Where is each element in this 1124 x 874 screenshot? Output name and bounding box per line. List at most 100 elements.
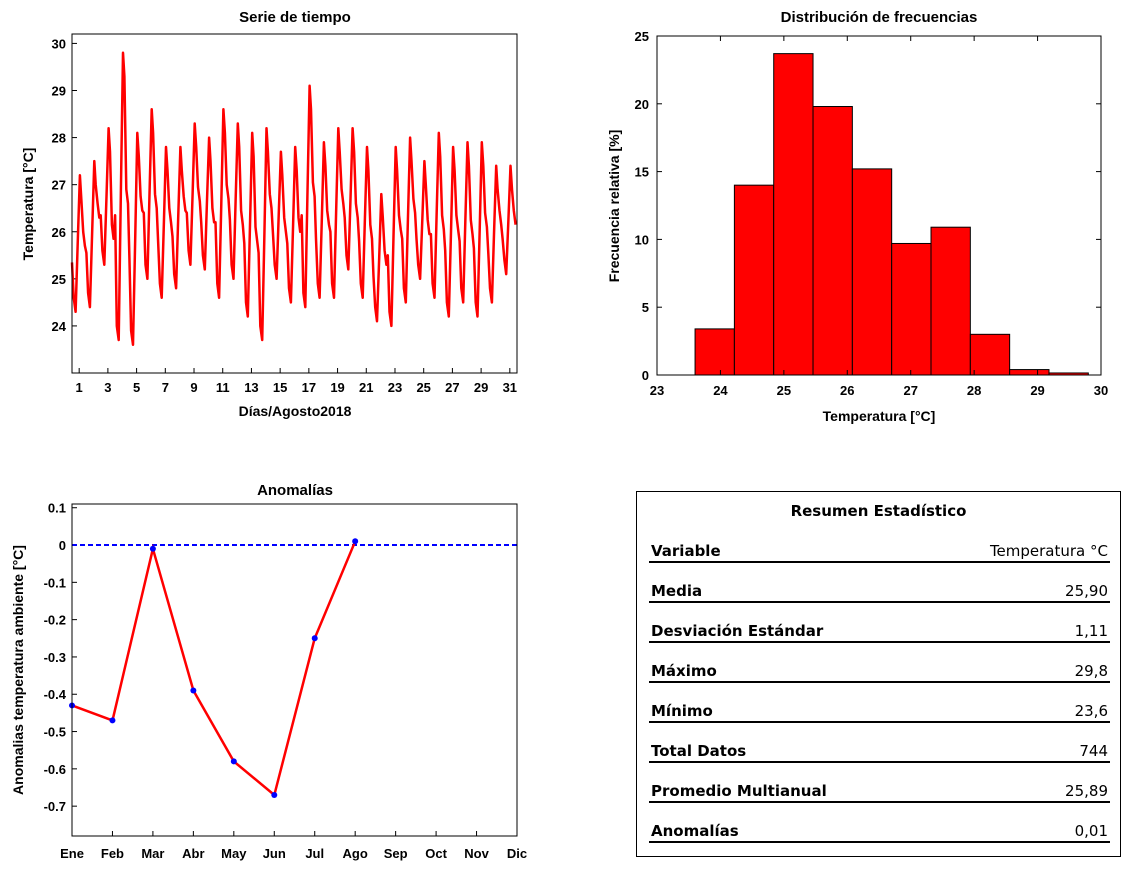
timeseries-xtick-label: 21 [359, 380, 373, 395]
anomalies-ylabel: Anomalias temperatura ambiente [°C] [10, 545, 26, 795]
stats-row-label: Promedio Multianual [651, 782, 827, 800]
anomalies-xtick-label: Sep [384, 846, 408, 861]
stats-row-value: 1,11 [1074, 622, 1108, 640]
anomalies-ytick-label: -0.2 [44, 613, 66, 628]
stats-row-total-datos: Total Datos 744 [649, 739, 1110, 763]
histogram-xtick-label: 29 [1030, 383, 1044, 398]
histogram-xtick-label: 25 [777, 383, 791, 398]
timeseries-xlabel: Días/Agosto2018 [239, 403, 352, 419]
anomalies-xtick-label: Feb [101, 846, 124, 861]
timeseries-ytick-label: 29 [52, 84, 66, 99]
stats-header-row: Variable Temperatura °C [649, 539, 1110, 563]
stats-row-label: Desviación Estándar [651, 622, 824, 640]
timeseries-title: Serie de tiempo [239, 9, 351, 26]
anomalies-point [230, 758, 237, 765]
histogram-ytick-label: 20 [635, 97, 649, 112]
timeseries-line [70, 51, 517, 346]
anomalies-point [352, 538, 359, 545]
histogram-xtick-label: 26 [840, 383, 854, 398]
histogram-ytick-label: 0 [642, 368, 649, 383]
timeseries-ytick-label: 30 [52, 36, 66, 51]
anomalies-ytick-label: -0.7 [44, 799, 66, 814]
anomalies-plot-area: 0.1 0 -0.1 -0.2 -0.3 -0.4 -0.5 -0.6 -0.7 Ene Feb Ma… [44, 501, 528, 861]
anomalies-xtick-label: Oct [425, 846, 447, 861]
anomalies-xtick-label: Jun [263, 846, 286, 861]
anomalies-ytick-label: -0.5 [44, 725, 66, 740]
histogram-xtick-label: 28 [967, 383, 981, 398]
anomalies-point [149, 545, 156, 552]
timeseries-xtick-label: 9 [190, 380, 197, 395]
timeseries-xtick-label: 27 [445, 380, 459, 395]
anomalies-title: Anomalías [257, 482, 333, 499]
anomalies-xtick-label: Jul [305, 846, 324, 861]
stats-row-label: Anomalías [651, 822, 739, 840]
stats-title: Resumen Estadístico [790, 502, 967, 520]
histogram-ytick-label: 10 [635, 232, 649, 247]
histogram-xtick-label: 23 [650, 383, 664, 398]
stats-header-value: Temperatura °C [989, 542, 1108, 560]
timeseries-xtick-label: 13 [244, 380, 258, 395]
timeseries-xtick-label: 5 [133, 380, 140, 395]
histogram-bar [891, 242, 932, 376]
histogram-title: Distribución de frecuencias [781, 9, 978, 26]
stats-row-desviacion: Desviación Estándar 1,11 [649, 619, 1110, 643]
histogram-ylabel: Frecuencia relativa [%] [606, 130, 622, 283]
timeseries-xtick-label: 29 [474, 380, 488, 395]
timeseries-xtick-label: 31 [503, 380, 517, 395]
timeseries-xtick-label: 11 [216, 380, 230, 395]
anomalies-xtick-label: Mar [141, 846, 164, 861]
histogram-xlabel: Temperatura [°C] [823, 408, 936, 424]
anomalies-ytick-label: 0.1 [48, 501, 66, 516]
stats-row-value: 25,89 [1065, 782, 1108, 800]
histogram-ytick-label: 5 [642, 300, 649, 315]
timeseries-xtick-label: 17 [302, 380, 316, 395]
timeseries-ytick-label: 25 [52, 272, 66, 287]
timeseries-xtick-label: 25 [416, 380, 430, 395]
anomalies-point [109, 717, 116, 724]
anomalies-xtick-label: Nov [464, 846, 489, 861]
anomalies-frame [71, 503, 518, 837]
stats-row-promedio-multianual: Promedio Multianual 25,89 [649, 779, 1110, 803]
histogram-xtick-label: 27 [903, 383, 917, 398]
histogram-bar [773, 53, 814, 376]
anomalies-point [311, 635, 318, 642]
stats-row-minimo: Mínimo 23,6 [649, 699, 1110, 723]
histogram-bar [930, 226, 971, 376]
timeseries-xtick-label: 3 [104, 380, 111, 395]
anomalies-ytick-label: -0.1 [44, 575, 66, 590]
stats-row-value: 0,01 [1074, 822, 1108, 840]
timeseries-ytick-label: 28 [52, 131, 66, 146]
anomalies-xtick-label: Dic [507, 846, 527, 861]
stats-header-label: Variable [651, 542, 721, 560]
anomalies-xtick-label: May [221, 846, 247, 861]
histogram-xtick-label: 30 [1094, 383, 1108, 398]
stats-row-label: Total Datos [651, 742, 747, 760]
stats-summary-table: Resumen Estadístico Variable Temperatura… [636, 491, 1121, 857]
timeseries-xtick-label: 7 [162, 380, 169, 395]
timeseries-xtick-label: 1 [76, 380, 83, 395]
anomalies-ytick-label: -0.6 [44, 762, 66, 777]
anomalies-ytick-label: -0.4 [44, 687, 67, 702]
stats-row-label: Mínimo [651, 702, 713, 720]
anomalies-xtick-label: Abr [182, 846, 204, 861]
timeseries-ytick-label: 24 [52, 319, 67, 334]
stats-row-label: Media [651, 582, 703, 600]
anomalies-point [271, 791, 278, 798]
histogram-bar [733, 184, 775, 376]
anomalies-point [190, 687, 197, 694]
timeseries-ytick-label: 26 [52, 225, 66, 240]
stats-row-label: Máximo [651, 662, 717, 680]
timeseries-ytick-label: 27 [52, 178, 66, 193]
histogram-frame [656, 35, 1102, 376]
stats-row-value: 25,90 [1065, 582, 1108, 600]
timeseries-frame [71, 33, 518, 374]
anomalies-ytick-label: 0 [59, 538, 66, 553]
histogram-ytick-label: 15 [635, 165, 649, 180]
histogram-chart: Distribución de frecuencias 0 5 10 15 20 25 23… [606, 9, 1108, 424]
stats-row-value: 23,6 [1074, 702, 1108, 720]
anomalies-xtick-label: Ago [343, 846, 368, 861]
stats-row-anomalias: Anomalías 0,01 [649, 819, 1110, 843]
anomalies-chart: Anomalías 0.1 0 -0.1 -0.2 -0.3 -0.4 -0.5 -0.6 -0… [10, 482, 527, 861]
